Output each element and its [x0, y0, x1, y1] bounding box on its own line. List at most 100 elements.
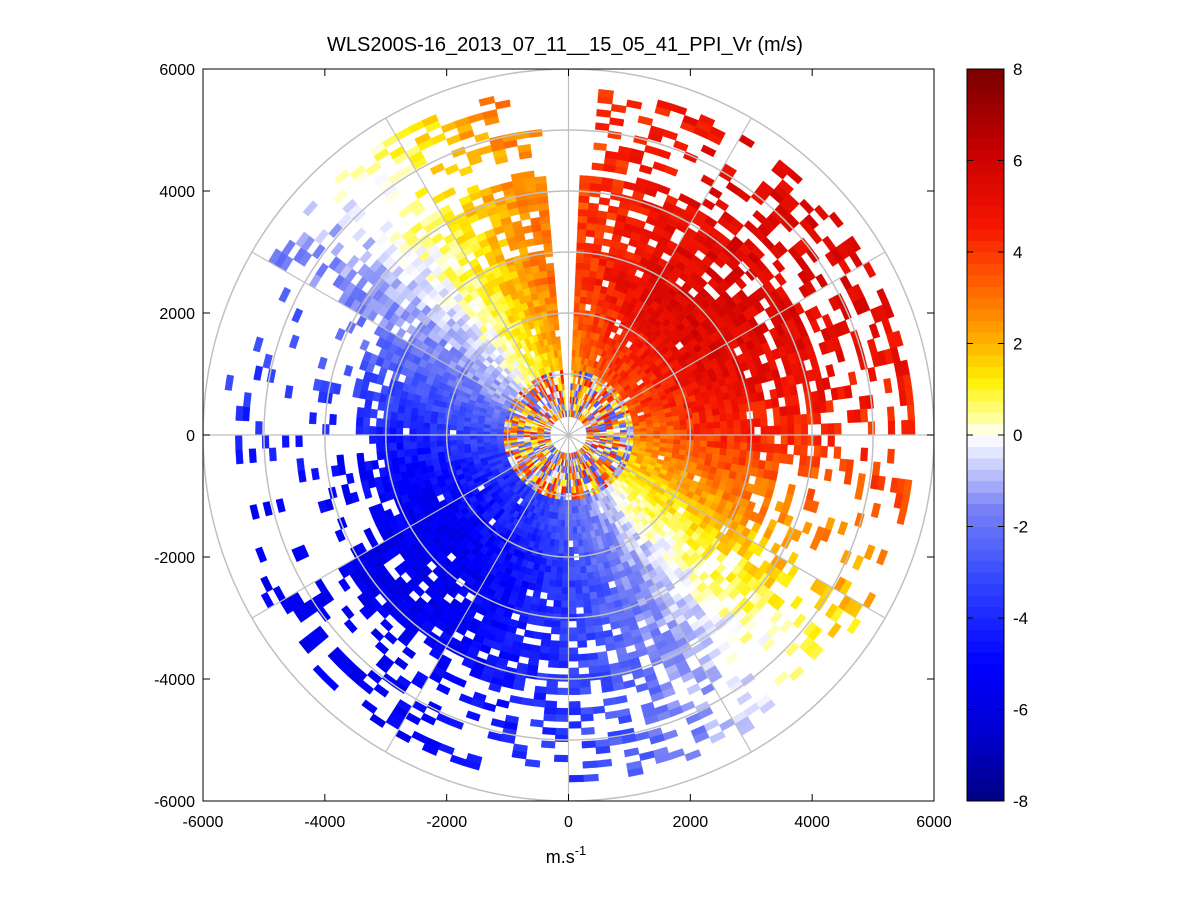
velocity-cell — [760, 434, 768, 444]
velocity-cell — [537, 202, 550, 211]
velocity-cell — [561, 587, 569, 595]
velocity-cell — [800, 413, 808, 426]
velocity-cell — [719, 448, 728, 457]
velocity-cell — [872, 461, 881, 477]
velocity-cell — [583, 256, 593, 265]
velocity-cell — [771, 461, 780, 473]
velocity-cell — [442, 187, 457, 199]
velocity-cell — [416, 414, 425, 423]
velocity-cell — [568, 647, 579, 655]
velocity-cell — [395, 434, 404, 443]
velocity-cell — [312, 378, 322, 392]
velocity-cell — [578, 660, 589, 669]
velocity-cell — [725, 448, 734, 457]
velocity-cell — [552, 316, 559, 324]
velocity-cell — [359, 339, 371, 352]
velocity-cell — [579, 302, 586, 311]
velocity-cell — [423, 636, 437, 649]
velocity-cell — [576, 228, 587, 237]
velocity-cell — [854, 485, 864, 501]
velocity-cell — [886, 406, 895, 422]
velocity-cell — [807, 434, 815, 446]
velocity-cell — [402, 441, 411, 450]
velocity-cell — [275, 498, 286, 513]
velocity-cell — [376, 450, 385, 461]
velocity-cell — [352, 227, 367, 242]
velocity-cell — [693, 423, 701, 430]
velocity-cell — [526, 616, 537, 626]
velocity-cell — [422, 422, 431, 430]
velocity-cell — [733, 427, 742, 436]
velocity-cell — [579, 175, 592, 184]
velocity-cell — [468, 668, 483, 680]
velocity-cell — [581, 276, 590, 285]
velocity-cell — [436, 417, 445, 425]
velocity-cell — [568, 546, 574, 555]
velocity-cell — [692, 417, 701, 425]
velocity-cell — [396, 419, 404, 428]
velocity-cell — [558, 660, 569, 669]
velocity-cell — [786, 415, 795, 426]
velocity-cell — [558, 363, 564, 371]
velocity-cell — [449, 444, 458, 451]
velocity-cell — [692, 445, 701, 453]
velocity-cell — [409, 448, 418, 457]
velocity-cell — [575, 593, 584, 601]
velocity-cell — [541, 283, 550, 292]
velocity-cell — [588, 584, 597, 594]
velocity-cell — [774, 272, 787, 287]
velocity-cell — [389, 434, 397, 444]
velocity-cell — [604, 710, 619, 720]
velocity-cell — [733, 434, 742, 443]
velocity-cell — [693, 434, 701, 441]
velocity-cell — [580, 579, 589, 588]
velocity-cell — [785, 453, 794, 465]
velocity-cell — [373, 172, 390, 187]
velocity-cell — [310, 467, 320, 481]
velocity-cell — [397, 456, 406, 466]
velocity-cell — [719, 420, 728, 429]
velocity-cell — [555, 727, 569, 736]
velocity-cell — [659, 421, 668, 428]
velocity-cell — [727, 427, 735, 436]
velocity-cell — [827, 423, 835, 436]
velocity-cell — [673, 140, 689, 152]
velocity-cell — [397, 404, 406, 414]
velocity-cell — [572, 533, 578, 541]
velocity-cell — [429, 446, 438, 454]
velocity-cell — [693, 440, 701, 447]
velocity-cell — [575, 262, 584, 270]
velocity-cell — [363, 527, 375, 540]
velocity-cell — [601, 684, 614, 693]
velocity-cell — [790, 595, 804, 610]
velocity-cell — [657, 184, 671, 196]
velocity-cell — [317, 500, 328, 514]
velocity-cell — [810, 466, 820, 480]
velocity-cell — [772, 406, 781, 418]
velocity-cell — [699, 440, 708, 448]
velocity-cell — [700, 428, 708, 436]
velocity-cell — [576, 526, 582, 534]
velocity-cell — [725, 413, 734, 422]
velocity-cell — [550, 296, 558, 304]
velocity-cell — [679, 439, 688, 446]
velocity-cell — [564, 520, 569, 528]
velocity-cell — [538, 263, 548, 272]
velocity-cell — [422, 434, 430, 442]
velocity-cell — [576, 633, 587, 642]
velocity-cell — [601, 177, 614, 186]
velocity-cell — [449, 424, 458, 431]
velocity-cell — [579, 686, 592, 695]
velocity-cell — [581, 727, 595, 736]
velocity-cell — [772, 259, 786, 273]
velocity-cell — [538, 652, 550, 661]
velocity-cell — [568, 526, 574, 535]
velocity-cell — [568, 707, 581, 716]
velocity-cell — [375, 417, 384, 428]
velocity-cell — [813, 412, 822, 425]
velocity-cell — [539, 270, 548, 279]
velocity-cell — [559, 640, 569, 649]
velocity-cell — [568, 681, 580, 689]
velocity-cell — [570, 493, 575, 501]
velocity-cell — [540, 740, 556, 749]
